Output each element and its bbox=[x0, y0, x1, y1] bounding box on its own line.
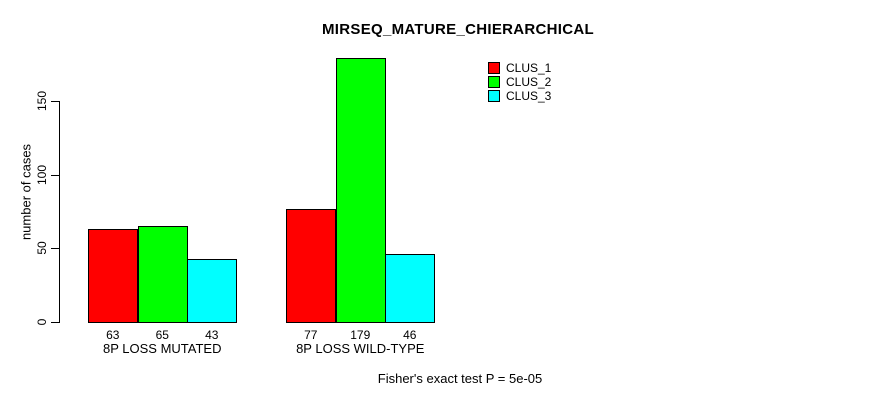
y-tick-label: 150 bbox=[35, 90, 49, 112]
bar-clus_3 bbox=[187, 258, 237, 323]
legend-row: CLUS_3 bbox=[488, 89, 551, 103]
bar-value-label: 179 bbox=[350, 328, 371, 342]
y-tick bbox=[51, 174, 59, 176]
bar-clus_1 bbox=[88, 229, 138, 323]
legend-label: CLUS_1 bbox=[506, 61, 552, 75]
legend-swatch-clus_2 bbox=[488, 76, 500, 88]
bar-value-label: 77 bbox=[304, 328, 318, 342]
y-axis-label: number of cases bbox=[18, 143, 34, 241]
annotation-text: Fisher's exact test P = 5e-05 bbox=[377, 371, 543, 386]
y-tick-label: 100 bbox=[35, 164, 49, 185]
legend-swatch-clus_3 bbox=[488, 90, 500, 102]
bar-clus_2 bbox=[137, 226, 188, 323]
bar-clus_2 bbox=[335, 58, 386, 323]
bar-clus_1 bbox=[286, 208, 336, 323]
legend: CLUS_1 CLUS_2 CLUS_3 bbox=[488, 61, 551, 103]
y-tick-label: 50 bbox=[35, 241, 49, 256]
bar-value-label: 63 bbox=[106, 328, 120, 342]
y-axis-line bbox=[59, 101, 60, 323]
y-tick bbox=[51, 322, 59, 323]
y-tick-label: 0 bbox=[35, 318, 49, 326]
bar-value-label: 65 bbox=[155, 328, 169, 342]
y-tick bbox=[51, 101, 59, 102]
legend-label: CLUS_2 bbox=[506, 75, 552, 89]
bar-clus_3 bbox=[385, 254, 435, 323]
legend-row: CLUS_2 bbox=[488, 75, 551, 89]
legend-label: CLUS_3 bbox=[506, 89, 552, 103]
bar-value-label: 43 bbox=[205, 328, 219, 342]
x-category-label: 8P LOSS WILD-TYPE bbox=[296, 341, 425, 356]
bar-value-label: 46 bbox=[403, 328, 417, 342]
chart-title: MIRSEQ_MATURE_CHIERARCHICAL bbox=[322, 21, 594, 38]
legend-row: CLUS_1 bbox=[488, 61, 551, 75]
legend-swatch-clus_1 bbox=[488, 62, 500, 74]
y-tick bbox=[51, 248, 59, 250]
x-category-label: 8P LOSS MUTATED bbox=[103, 341, 222, 356]
